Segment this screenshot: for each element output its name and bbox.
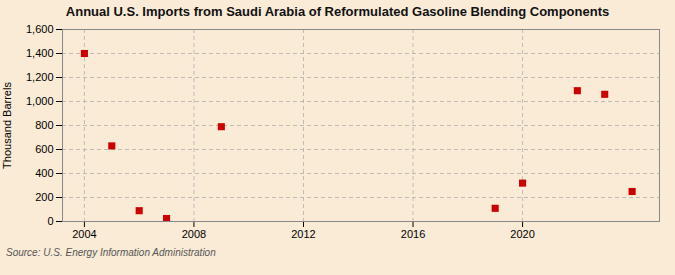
svg-text:2004: 2004 <box>72 228 96 240</box>
svg-text:2016: 2016 <box>401 228 425 240</box>
svg-text:1,000: 1,000 <box>26 95 54 107</box>
svg-text:0: 0 <box>47 215 53 227</box>
svg-text:600: 600 <box>35 143 53 155</box>
svg-text:2008: 2008 <box>182 228 206 240</box>
svg-text:1,400: 1,400 <box>26 47 54 59</box>
svg-text:1,600: 1,600 <box>26 23 54 35</box>
svg-text:Thousand Barrels: Thousand Barrels <box>1 82 13 169</box>
svg-text:1,200: 1,200 <box>26 71 54 83</box>
svg-text:2020: 2020 <box>510 228 534 240</box>
html-text:Source: U.S. Energy Informatio: Source: U.S. Energy Information Administ… <box>6 247 216 258</box>
svg-text:400: 400 <box>35 167 53 179</box>
svg-text:2012: 2012 <box>291 228 315 240</box>
svg-text:200: 200 <box>35 191 53 203</box>
svg-text:800: 800 <box>35 119 53 131</box>
html-text:Annual U.S. Imports from Saudi: Annual U.S. Imports from Saudi Arabia of… <box>65 4 610 19</box>
